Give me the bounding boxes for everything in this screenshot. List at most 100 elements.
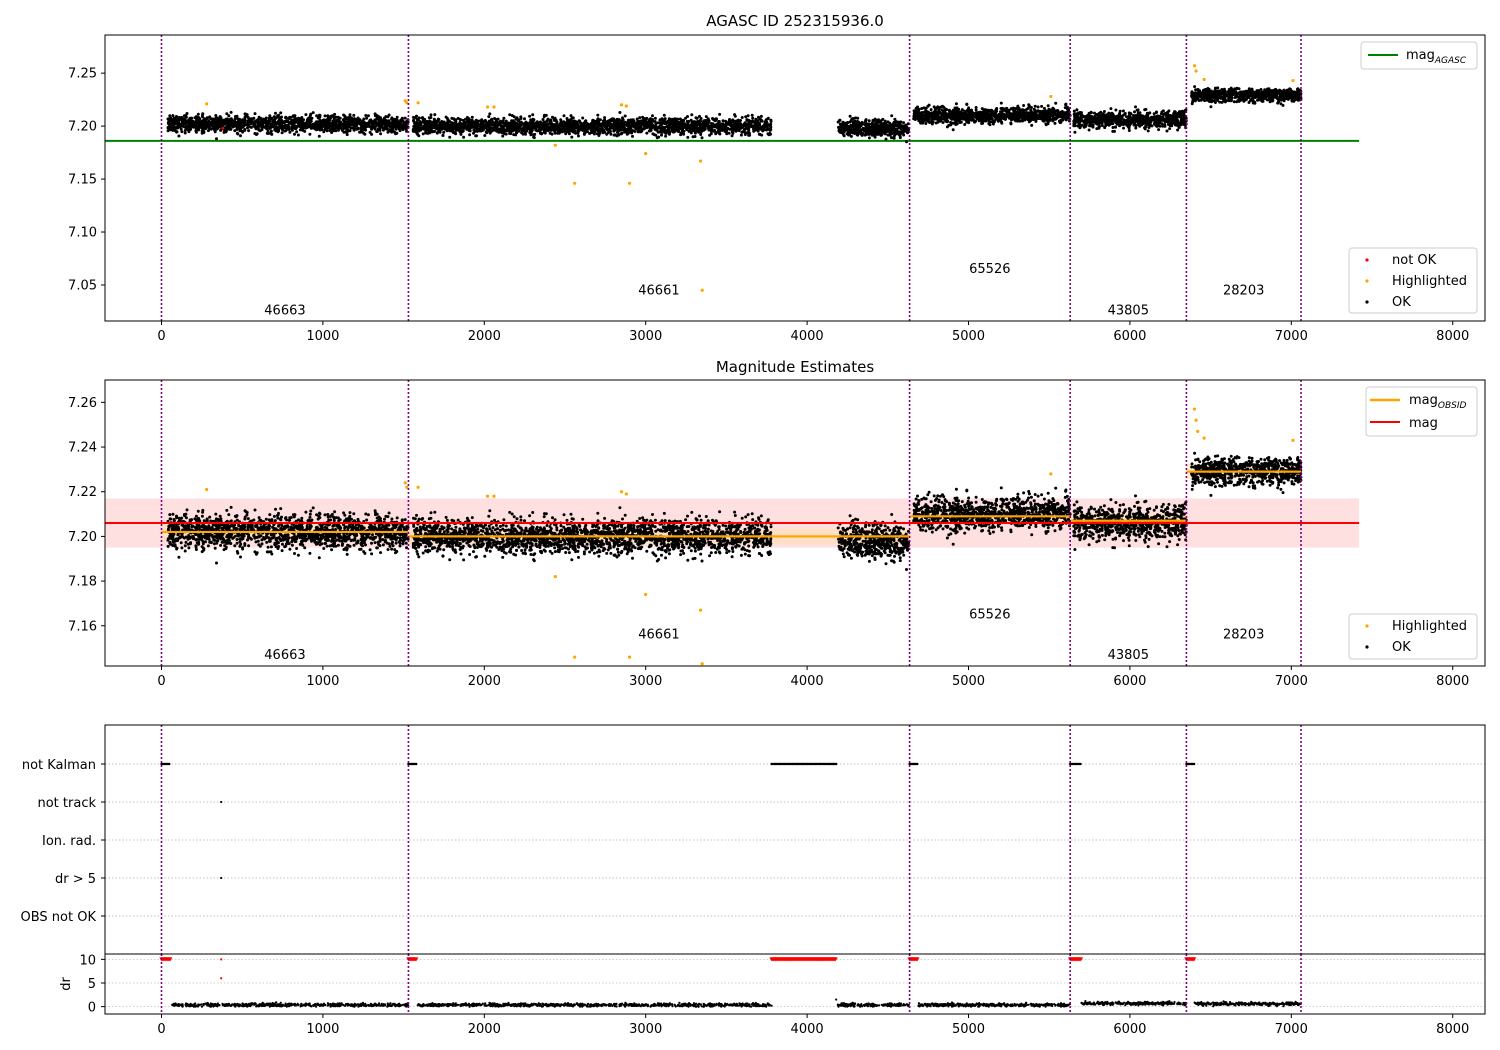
ok-point	[433, 119, 437, 123]
ok-point	[177, 134, 181, 138]
ok-point	[851, 117, 855, 120]
ok-point	[662, 126, 666, 130]
ok-point	[717, 120, 721, 123]
ok-point	[360, 128, 363, 132]
chart-title: AGASC ID 252315936.0	[706, 12, 884, 30]
ok-point	[551, 128, 555, 132]
ok-point	[848, 114, 852, 118]
ok-point	[753, 120, 757, 124]
p1-x-tick-label: 1000	[306, 329, 339, 344]
ok-point	[668, 117, 672, 121]
ok-point	[551, 123, 555, 127]
ok-point	[927, 103, 931, 107]
ok-point	[633, 130, 637, 133]
ok-point	[504, 132, 508, 136]
ok-point	[348, 115, 352, 119]
ok-point	[739, 133, 743, 137]
ok-point	[286, 123, 290, 127]
ok-point	[490, 117, 494, 121]
ok-point	[528, 131, 532, 135]
ok-point	[612, 124, 616, 128]
ok-point	[304, 122, 308, 126]
ok-point	[613, 128, 616, 132]
ok-point	[360, 124, 364, 128]
ok-point	[305, 126, 309, 129]
ok-point	[846, 121, 850, 124]
ok-point	[747, 131, 751, 135]
ok-point	[206, 122, 209, 126]
p1-y-tick-label: 7.05	[68, 278, 97, 293]
ok-point	[479, 119, 482, 123]
ok-point	[175, 115, 179, 119]
ok-point	[618, 111, 622, 114]
ok-point	[386, 130, 390, 134]
ok-point	[445, 117, 449, 120]
ok-point	[629, 128, 633, 132]
ok-point	[939, 118, 943, 122]
ok-point	[301, 128, 305, 132]
ok-point	[1041, 119, 1045, 123]
ok-point	[344, 130, 348, 134]
ok-point	[311, 111, 315, 115]
ok-point	[724, 128, 728, 132]
ok-point	[727, 119, 731, 123]
ok-point	[334, 129, 338, 133]
ok-point	[974, 108, 978, 112]
ok-point	[1029, 108, 1033, 112]
ok-point	[873, 131, 877, 135]
ok-point	[618, 122, 621, 126]
ok-point	[446, 120, 450, 123]
ok-point	[596, 113, 600, 117]
ok-point	[1018, 110, 1021, 114]
ok-point	[322, 130, 326, 134]
ok-point	[218, 123, 222, 127]
ok-point	[536, 122, 540, 126]
ok-point	[284, 129, 288, 133]
ok-point	[940, 108, 944, 112]
ok-point	[539, 123, 543, 127]
ok-point	[171, 114, 175, 118]
ok-point	[632, 124, 636, 128]
ok-point	[528, 127, 532, 131]
ok-point	[1030, 123, 1034, 127]
ok-point	[347, 119, 351, 123]
ok-point	[999, 113, 1003, 117]
ok-point	[238, 127, 242, 131]
p1-x-tick-label: 0	[157, 329, 165, 344]
ok-point	[181, 124, 185, 128]
ok-point	[1064, 103, 1068, 107]
ok-point	[485, 122, 489, 126]
ok-point	[403, 116, 407, 120]
ok-point	[1053, 121, 1057, 125]
ok-point	[385, 122, 389, 126]
ok-point	[309, 118, 312, 121]
ok-point	[892, 126, 896, 130]
ok-point	[214, 114, 218, 117]
ok-point	[459, 132, 463, 136]
ok-point	[754, 117, 758, 121]
ok-point	[468, 126, 472, 130]
ok-point	[883, 119, 887, 123]
ok-point	[901, 130, 905, 134]
ok-point	[980, 107, 984, 111]
ok-point	[292, 118, 296, 122]
ok-point	[709, 132, 713, 136]
ok-point	[453, 131, 457, 135]
ok-point	[372, 125, 376, 129]
ok-point	[864, 124, 868, 128]
ok-point	[744, 115, 748, 119]
ok-point	[898, 136, 902, 140]
ok-point	[839, 131, 843, 134]
ok-point	[368, 120, 372, 124]
ok-point	[327, 119, 331, 123]
ok-point	[415, 121, 418, 124]
ok-point	[267, 125, 271, 129]
ok-point	[717, 130, 721, 134]
ok-point	[944, 119, 948, 123]
ok-point	[468, 129, 472, 133]
ok-point	[686, 115, 689, 118]
ok-point	[253, 112, 257, 116]
ok-point	[1040, 104, 1044, 108]
ok-point	[658, 124, 662, 128]
ok-point	[347, 125, 351, 129]
